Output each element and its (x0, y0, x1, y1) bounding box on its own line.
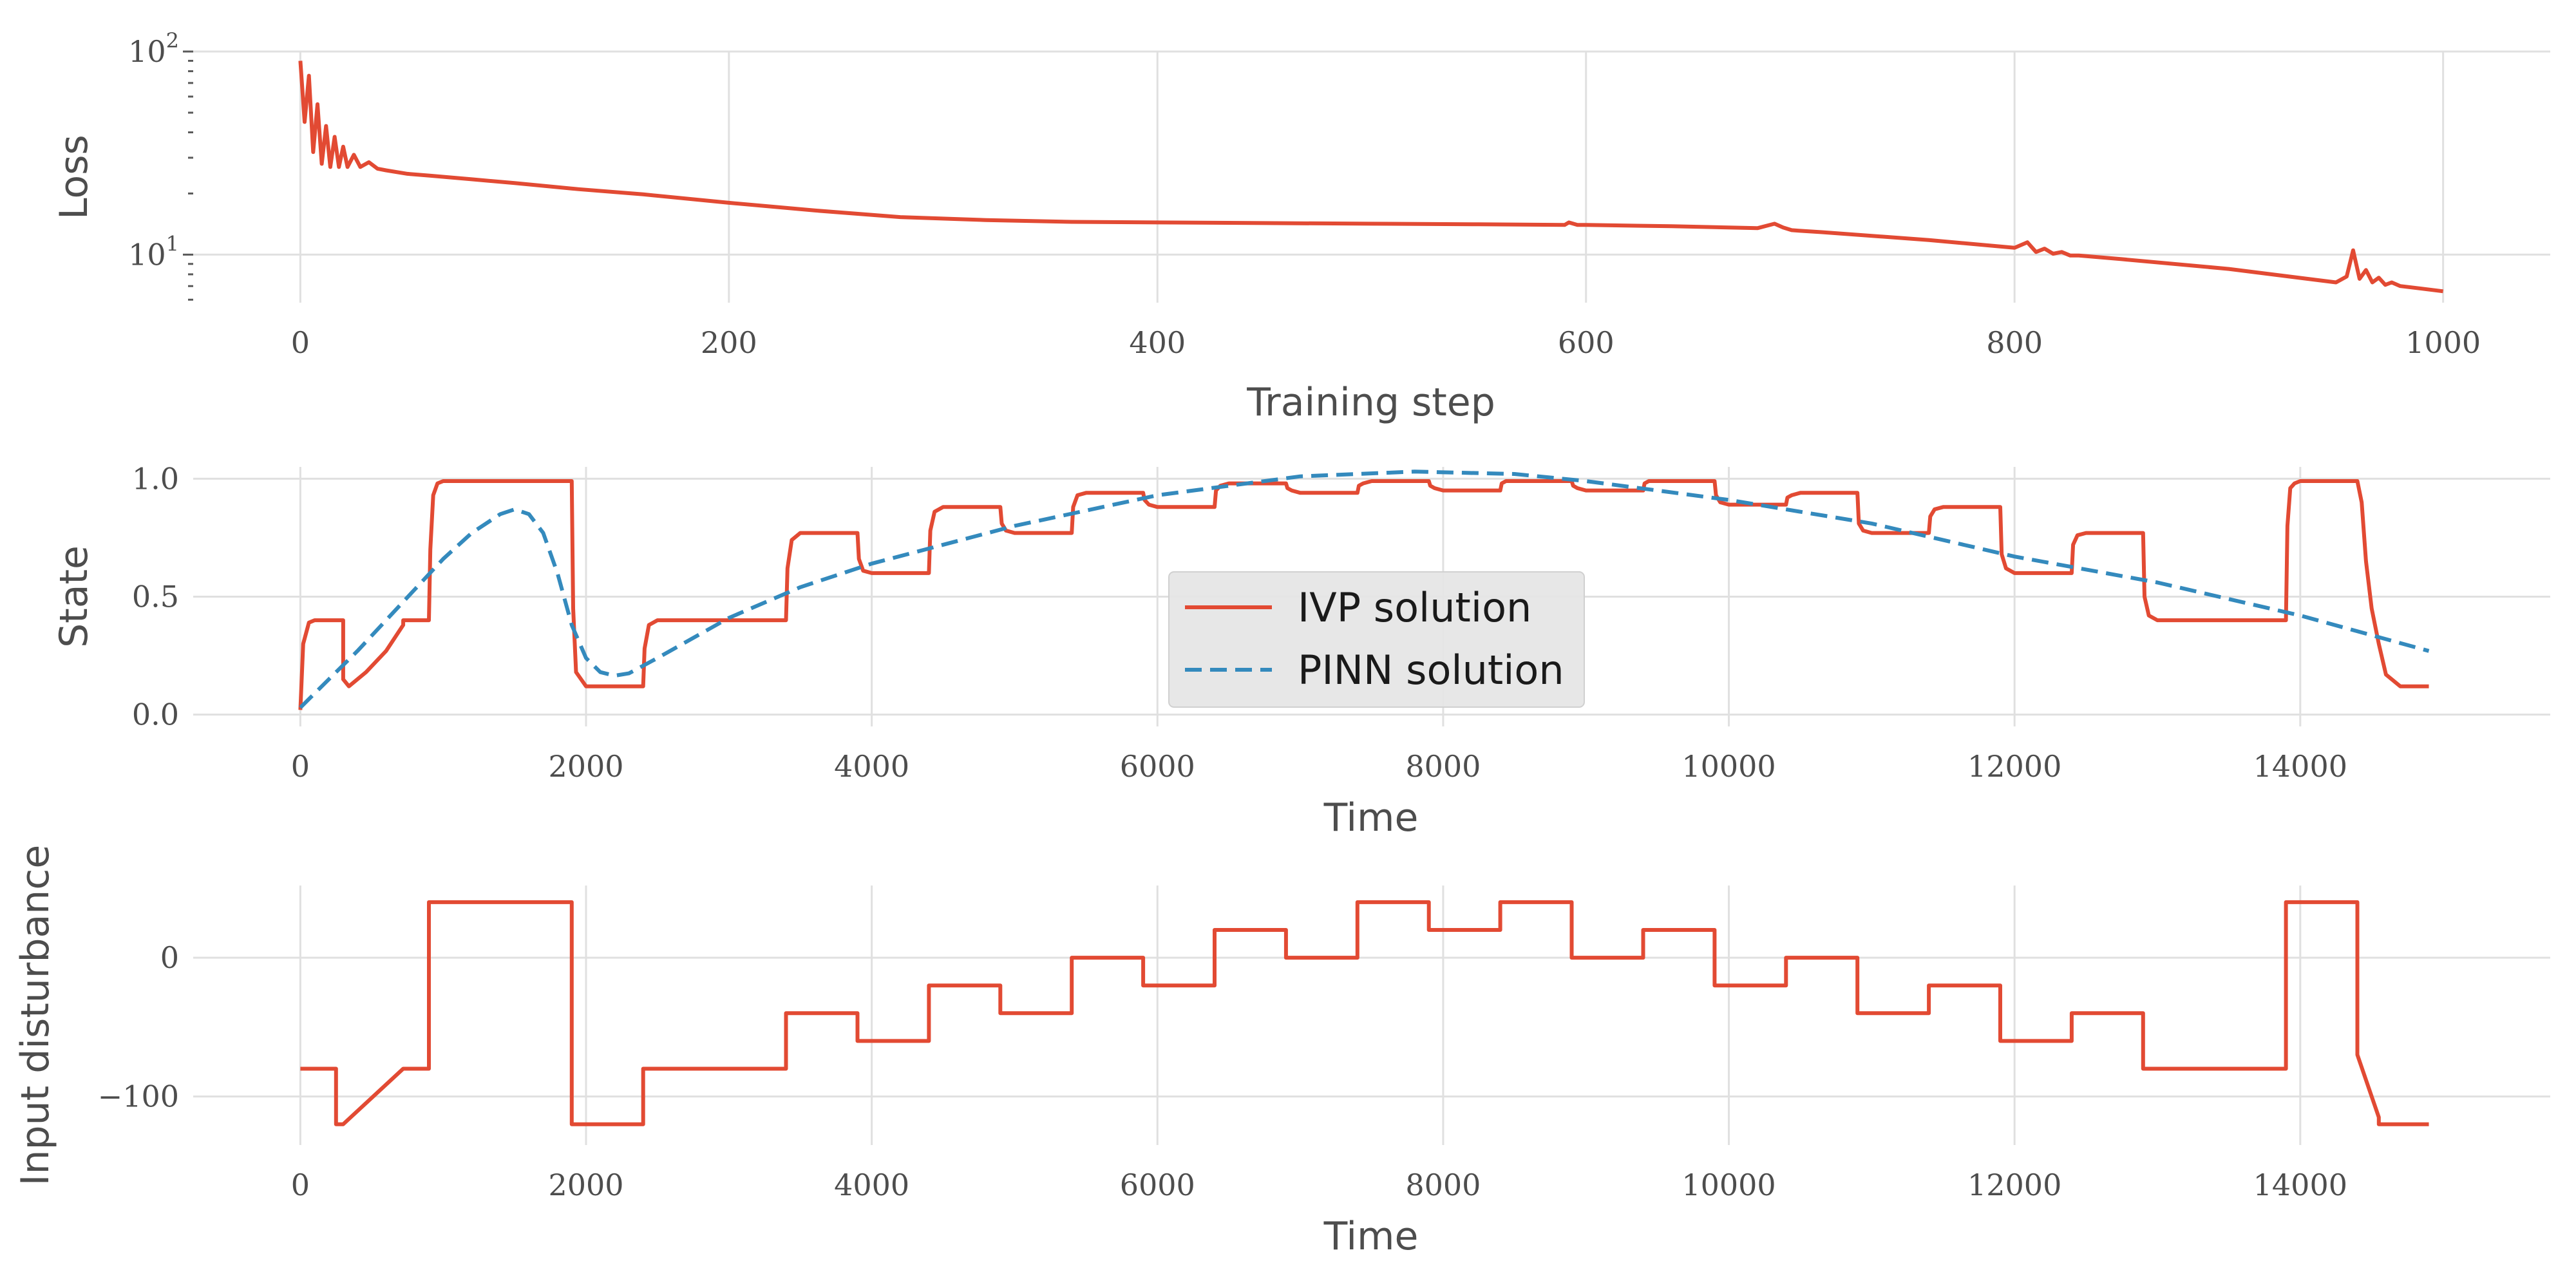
y-tick-label: 1.0 (132, 461, 179, 496)
y-tick-label: 0.0 (132, 697, 179, 732)
y-tick-base: 10 (128, 34, 166, 69)
y-tick-label: 102 (128, 28, 179, 69)
x-tick-label: 0 (291, 1168, 310, 1202)
y-axis-label: Loss (52, 135, 97, 220)
y-tick-label: −100 (98, 1079, 179, 1114)
x-tick-label: 0 (291, 749, 310, 784)
x-tick-label: 14000 (2253, 1168, 2347, 1202)
y-axis-label: Input disturbance (13, 845, 58, 1186)
x-tick-label: 1000 (2405, 325, 2481, 360)
x-tick-label: 4000 (834, 1168, 909, 1202)
x-tick-label: 4000 (834, 749, 909, 784)
y-tick-label: 101 (128, 231, 179, 272)
x-axis-label: Time (1323, 1214, 1419, 1259)
x-tick-label: 6000 (1120, 749, 1195, 784)
x-tick-label: 10000 (1681, 749, 1776, 784)
series-line (300, 900, 2429, 1126)
state-panel: 0 2000 4000 6000 8000 10000 12000 14000 0.0 0.5 1.… (52, 461, 2550, 840)
y-tick-label: 0 (160, 940, 179, 975)
disturbance-panel: 0 2000 4000 6000 8000 10000 12000 14000 0 −100 Tim… (13, 845, 2550, 1259)
legend-label: IVP solution (1298, 584, 1531, 631)
x-tick-label: 0 (291, 325, 310, 360)
pinn-solution-line (299, 469, 2430, 709)
x-tick-label: 200 (701, 325, 757, 360)
y-tick-label: 0.5 (132, 580, 179, 614)
x-tick-label: 8000 (1405, 1168, 1481, 1202)
y-tick-exponent: 1 (166, 231, 179, 256)
x-tick-label: 12000 (1967, 749, 2061, 784)
x-tick-label: 10000 (1681, 1168, 1776, 1202)
x-tick-label: 2000 (548, 749, 623, 784)
x-tick-label: 8000 (1405, 749, 1481, 784)
x-tick-label: 800 (1986, 325, 2043, 360)
x-tick-label: 12000 (1967, 1168, 2061, 1202)
x-axis-label: Time (1323, 795, 1419, 840)
x-tick-label: 2000 (548, 1168, 623, 1202)
x-tick-label: 600 (1558, 325, 1615, 360)
legend: IVP solution PINN solution (1168, 571, 1585, 708)
x-axis-label: Training step (1246, 380, 1495, 425)
y-axis-label: State (52, 545, 97, 648)
ivp-solution-line (298, 479, 2429, 710)
legend-label: PINN solution (1298, 647, 1564, 694)
legend-box (1168, 571, 1585, 708)
y-tick-base: 10 (128, 237, 166, 272)
y-tick-exponent: 2 (166, 28, 179, 53)
x-tick-label: 400 (1129, 325, 1186, 360)
x-tick-label: 6000 (1120, 1168, 1195, 1202)
x-tick-label: 14000 (2253, 749, 2347, 784)
series-line (298, 61, 2443, 294)
